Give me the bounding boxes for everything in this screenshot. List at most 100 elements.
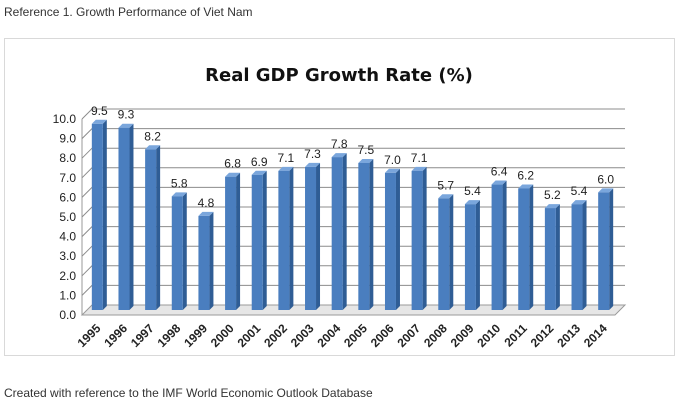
- bar-side: [236, 172, 241, 310]
- chart-floor: [80, 304, 627, 316]
- bar-top: [464, 200, 480, 205]
- x-tick-label: 1997: [128, 321, 157, 350]
- data-label: 9.5: [91, 104, 108, 118]
- bar-side: [555, 204, 560, 310]
- data-label: 4.8: [198, 196, 215, 210]
- bar: [491, 184, 503, 310]
- bar: [145, 149, 157, 310]
- y-tick-label: 5.0: [59, 210, 76, 224]
- bar: [464, 204, 476, 310]
- bar-top: [118, 123, 134, 128]
- bar-side: [449, 194, 454, 310]
- y-tick-label: 9.0: [59, 132, 76, 146]
- chart-title: Real GDP Growth Rate (%): [205, 65, 473, 86]
- bar: [358, 163, 370, 310]
- data-label: 7.0: [384, 153, 401, 167]
- bar-chart: Real GDP Growth Rate (%) 0.0 1.0 2.0 3.0 4.0 5…: [53, 65, 627, 350]
- bar-side: [502, 180, 507, 310]
- y-tick-label: 4.0: [59, 230, 76, 244]
- bar: [278, 170, 290, 310]
- bar-top: [384, 168, 400, 173]
- gridline: [81, 265, 625, 277]
- gridline: [81, 284, 625, 296]
- bar-top: [171, 192, 187, 197]
- bar: [91, 123, 103, 310]
- x-tick-label: 2009: [448, 321, 477, 350]
- x-tick-label: 1999: [181, 321, 210, 350]
- bar-side: [316, 162, 321, 310]
- data-label: 9.3: [118, 108, 135, 122]
- x-tick-label: 2008: [421, 321, 450, 350]
- x-tick-label: 2012: [528, 321, 557, 350]
- data-label: 5.8: [171, 176, 188, 190]
- bar-top: [91, 119, 107, 124]
- y-tick-label: 3.0: [59, 249, 76, 263]
- data-label: 5.4: [464, 184, 481, 198]
- bar-top: [358, 159, 374, 163]
- x-tick-label: 2001: [235, 321, 264, 350]
- bar: [411, 170, 423, 310]
- data-label: 5.4: [571, 184, 588, 198]
- data-label: 6.0: [597, 172, 614, 186]
- data-label: 6.9: [251, 155, 268, 169]
- bar: [251, 174, 263, 310]
- bar: [518, 188, 530, 310]
- bar-side: [262, 170, 267, 310]
- bar-top: [225, 172, 241, 177]
- y-tick-label: 6.0: [59, 190, 76, 204]
- bar: [198, 215, 210, 310]
- bar-top: [305, 162, 321, 167]
- bar-top: [145, 145, 161, 150]
- bar-side: [582, 200, 587, 310]
- bar-top: [598, 188, 614, 193]
- bar-side: [475, 200, 480, 310]
- bar-side: [422, 166, 427, 310]
- data-label: 7.1: [411, 151, 428, 165]
- data-label: 7.1: [278, 151, 295, 165]
- x-tick-label: 2002: [261, 321, 290, 350]
- bar-side: [129, 123, 134, 310]
- bar-top: [438, 194, 454, 199]
- x-tick-label: 1996: [101, 321, 130, 350]
- x-tick-label: 2010: [474, 321, 503, 350]
- bar-side: [395, 168, 400, 310]
- bar-side: [342, 153, 347, 310]
- bar-top: [411, 166, 427, 171]
- x-tick-label: 2005: [341, 321, 370, 350]
- y-tick-label: 7.0: [59, 171, 76, 185]
- x-tick-label: 2004: [315, 321, 344, 350]
- bar-top: [278, 166, 294, 171]
- y-tick-label: 8.0: [59, 151, 76, 165]
- gridline: [81, 108, 625, 120]
- data-label: 7.3: [304, 147, 321, 161]
- gridline: [81, 226, 625, 237]
- bar-top: [544, 204, 560, 209]
- bar-top: [571, 200, 587, 205]
- y-tick-label: 1.0: [59, 288, 76, 302]
- bar-top: [198, 211, 214, 216]
- data-label: 8.2: [144, 129, 161, 143]
- bar: [118, 127, 130, 310]
- bar-side: [609, 188, 614, 310]
- data-label: 7.8: [331, 137, 348, 151]
- data-label: 5.7: [437, 178, 454, 192]
- bar: [225, 176, 237, 310]
- bar-side: [529, 184, 534, 310]
- y-tick-label: 2.0: [59, 269, 76, 283]
- bar: [331, 157, 343, 310]
- bar: [384, 172, 396, 310]
- gridline: [81, 245, 625, 257]
- data-label: 6.2: [517, 168, 534, 182]
- bar-side: [289, 166, 294, 310]
- x-tick-label: 2006: [368, 321, 397, 350]
- bar: [571, 204, 583, 310]
- gridline: [81, 147, 625, 159]
- bar: [305, 166, 317, 310]
- data-label: 6.4: [491, 165, 508, 179]
- x-tick-label: 2013: [554, 321, 583, 350]
- bar-side: [102, 119, 107, 310]
- bar-top: [251, 170, 267, 175]
- data-label: 6.8: [224, 157, 241, 171]
- gridline: [81, 167, 625, 179]
- bar-side: [156, 145, 161, 310]
